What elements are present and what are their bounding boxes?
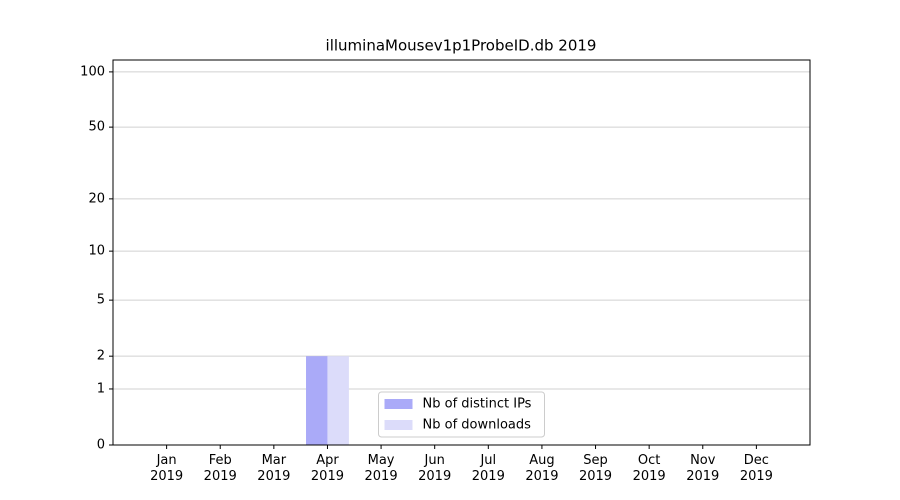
grid (113, 71, 810, 446)
y-tick-label: 0 (97, 438, 105, 453)
y-tick-label: 100 (80, 64, 105, 79)
y-tick-label: 10 (88, 244, 105, 259)
x-tick-label: Mar 2019 (257, 453, 291, 484)
x-tick-label: Apr 2019 (310, 453, 344, 484)
legend-swatch (384, 399, 413, 409)
x-tick-label: Jan 2019 (150, 453, 184, 484)
x-tick-label: Sep 2019 (578, 453, 613, 484)
y-tick-label: 5 (97, 293, 105, 308)
legend-label: Nb of distinct IPs (423, 397, 532, 412)
x-tick-label: Jun 2019 (418, 453, 452, 484)
x-tick-label: Feb 2019 (203, 453, 237, 484)
y-tick-label: 2 (97, 349, 105, 364)
legend-label: Nb of downloads (423, 418, 532, 433)
chart-title: illuminaMousev1p1ProbeID.db 2019 (326, 37, 597, 55)
plot-frame (112, 59, 811, 446)
bar (306, 356, 328, 445)
y-tick-label: 1 (97, 381, 105, 396)
bar (327, 356, 349, 445)
x-tick-label: Aug 2019 (525, 453, 559, 484)
legend-swatch (384, 420, 413, 430)
x-tick-label: Jul 2019 (471, 453, 505, 484)
x-tick-label: Dec 2019 (739, 453, 773, 484)
x-tick-label: Oct 2019 (632, 453, 666, 484)
x-tick-label: May 2019 (364, 453, 398, 484)
y-tick-label: 20 (88, 191, 105, 206)
legend: Nb of distinct IPs Nb of downloads (378, 391, 545, 438)
x-tick-label: Nov 2019 (686, 453, 720, 484)
y-tick-label: 50 (88, 120, 105, 135)
legend-box (378, 391, 545, 438)
